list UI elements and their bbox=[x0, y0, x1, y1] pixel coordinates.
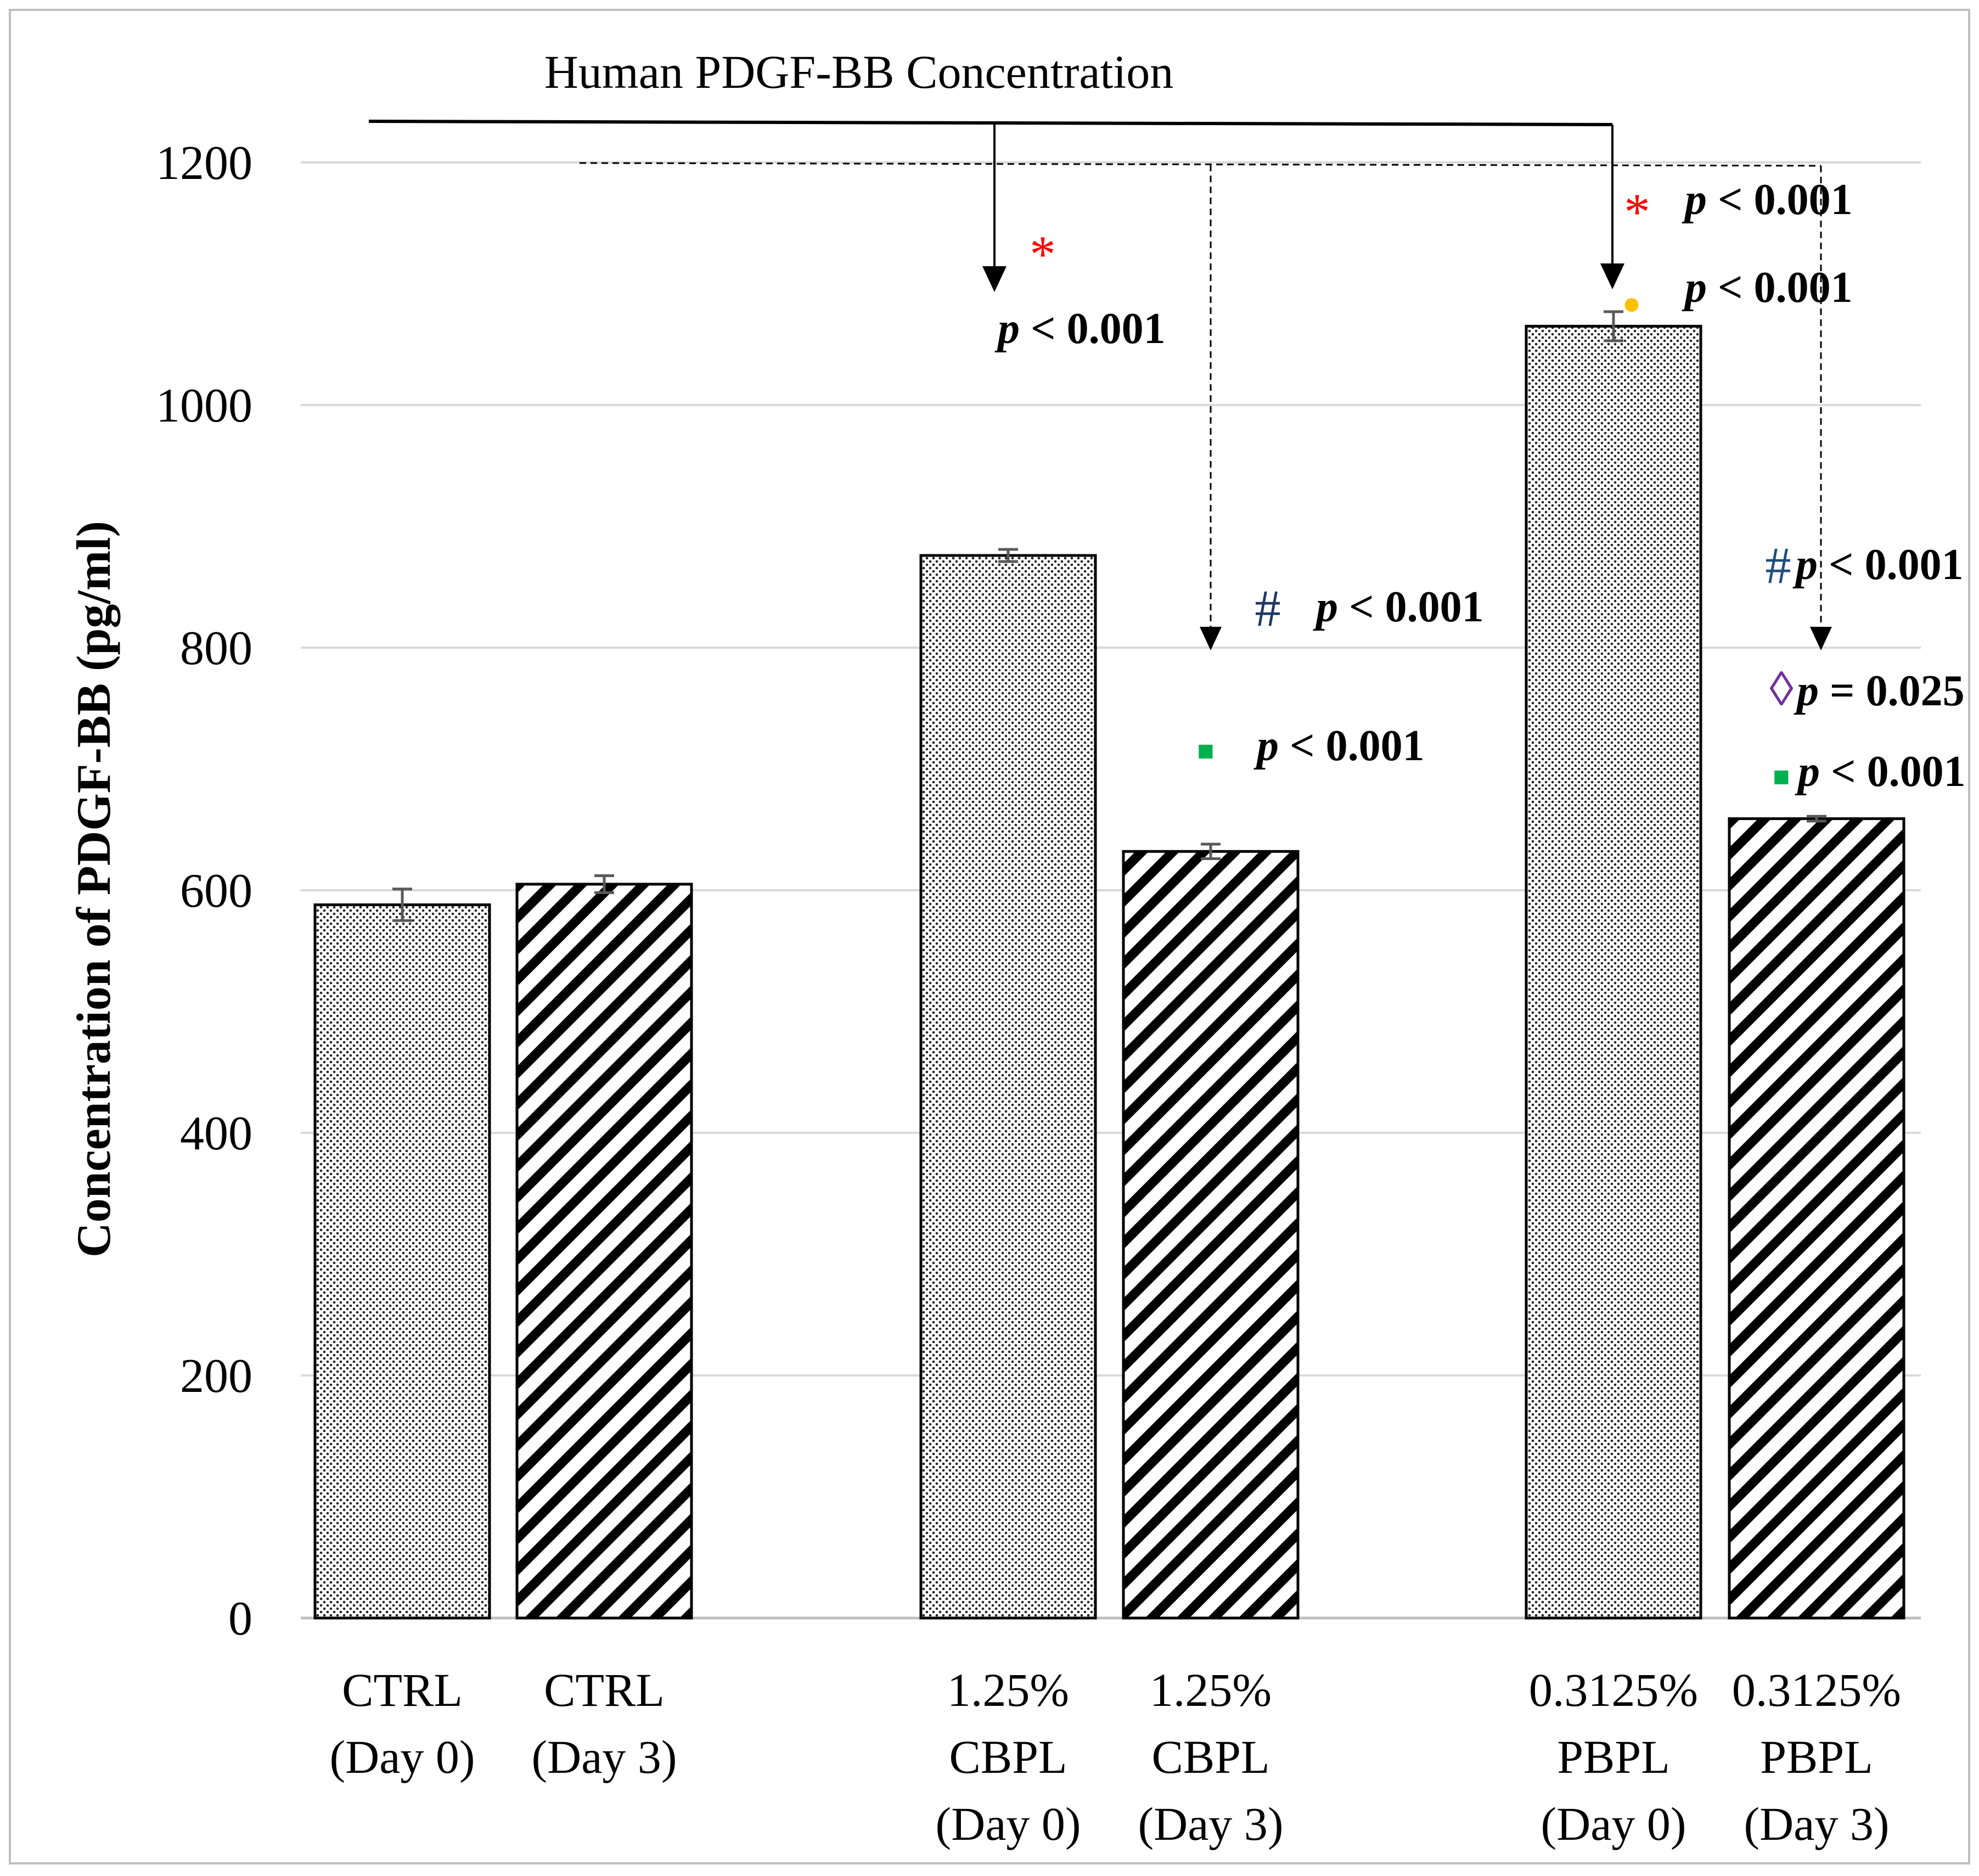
bar bbox=[313, 903, 491, 1620]
x-category-label: CBPL bbox=[1151, 1731, 1269, 1783]
y-axis-ticks: 0 200 400 600 800 1000 1200 bbox=[156, 137, 252, 1645]
y-tick-label: 0 bbox=[228, 1592, 252, 1645]
chart-title: Human PDGF-BB Concentration bbox=[544, 46, 1174, 98]
sig-marker-1: * bbox=[1030, 225, 1056, 283]
arrowhead-pbpl-day3 bbox=[1810, 627, 1832, 650]
y-tick-label: 1200 bbox=[156, 137, 252, 190]
x-category-label: CBPL bbox=[949, 1731, 1067, 1783]
sig-pvalue-2: p < 0.001 bbox=[1682, 176, 1853, 224]
sig-pvalue-7: p = 0.025 bbox=[1794, 667, 1965, 715]
x-category-label: PBPL bbox=[1760, 1731, 1873, 1783]
significance-brackets bbox=[368, 120, 1822, 628]
x-category-label: (Day 3) bbox=[531, 1731, 677, 1783]
arrowhead-pbpl-day0 bbox=[1600, 263, 1624, 289]
x-category-label: CTRL bbox=[342, 1664, 463, 1716]
arrowheads bbox=[982, 263, 1832, 650]
bar bbox=[1728, 817, 1905, 1620]
y-tick-label: 600 bbox=[180, 864, 252, 918]
arrowhead-cbpl-day3 bbox=[1200, 627, 1222, 650]
x-category-label: 1.25% bbox=[947, 1664, 1069, 1716]
x-axis-category-labels: CTRL (Day 0) CTRL (Day 3) 1.25% CBPL (Day 0) 1.… bbox=[329, 1664, 1901, 1850]
sig-marker-3: ● bbox=[1622, 285, 1641, 321]
y-tick-label: 200 bbox=[180, 1350, 252, 1403]
x-category-label: (Day 0) bbox=[1541, 1798, 1686, 1850]
sig-pvalue-4: p < 0.001 bbox=[1313, 583, 1484, 631]
sig-marker-2: * bbox=[1624, 183, 1650, 241]
significance-annotations: * p < 0.001 * p < 0.001 ● p < 0.001 # p … bbox=[994, 176, 1966, 796]
x-category-label: (Day 3) bbox=[1744, 1798, 1889, 1850]
bars bbox=[313, 310, 1905, 1620]
y-tick-label: 800 bbox=[180, 622, 252, 675]
bar bbox=[1525, 324, 1702, 1620]
figure-border bbox=[9, 9, 1970, 1864]
y-tick-label: 400 bbox=[180, 1107, 252, 1160]
sig-pvalue-3: p < 0.001 bbox=[1682, 263, 1853, 312]
sig-marker-6: # bbox=[1765, 536, 1791, 594]
sig-marker-7: ◊ bbox=[1769, 663, 1794, 716]
x-category-label: (Day 0) bbox=[935, 1798, 1081, 1850]
x-category-label: 0.3125% bbox=[1529, 1664, 1698, 1716]
dashed-bracket bbox=[579, 162, 1821, 167]
bar bbox=[919, 554, 1097, 1620]
solid-bracket bbox=[368, 120, 1613, 126]
sig-marker-5: ■ bbox=[1197, 735, 1214, 767]
x-category-label: PBPL bbox=[1557, 1731, 1670, 1783]
arrowhead-cbpl-day0 bbox=[982, 266, 1007, 292]
x-category-label: (Day 0) bbox=[329, 1731, 475, 1783]
x-category-label: CTRL bbox=[544, 1664, 665, 1716]
x-category-label: (Day 3) bbox=[1138, 1798, 1283, 1850]
sig-marker-8: ■ bbox=[1773, 761, 1790, 793]
x-category-label: 0.3125% bbox=[1732, 1664, 1901, 1716]
sig-pvalue-8: p < 0.001 bbox=[1795, 748, 1966, 796]
y-axis-label: Concentration of PDGF-BB (pg/ml) bbox=[68, 521, 121, 1257]
sig-pvalue-5: p < 0.001 bbox=[1253, 722, 1425, 770]
sig-marker-4: # bbox=[1255, 579, 1281, 637]
x-category-label: 1.25% bbox=[1150, 1664, 1272, 1716]
y-tick-label: 1000 bbox=[156, 379, 252, 433]
bar bbox=[1122, 850, 1300, 1620]
bar bbox=[515, 883, 693, 1620]
sig-pvalue-6: p < 0.001 bbox=[1792, 541, 1964, 589]
sig-pvalue-1: p < 0.001 bbox=[994, 305, 1166, 353]
